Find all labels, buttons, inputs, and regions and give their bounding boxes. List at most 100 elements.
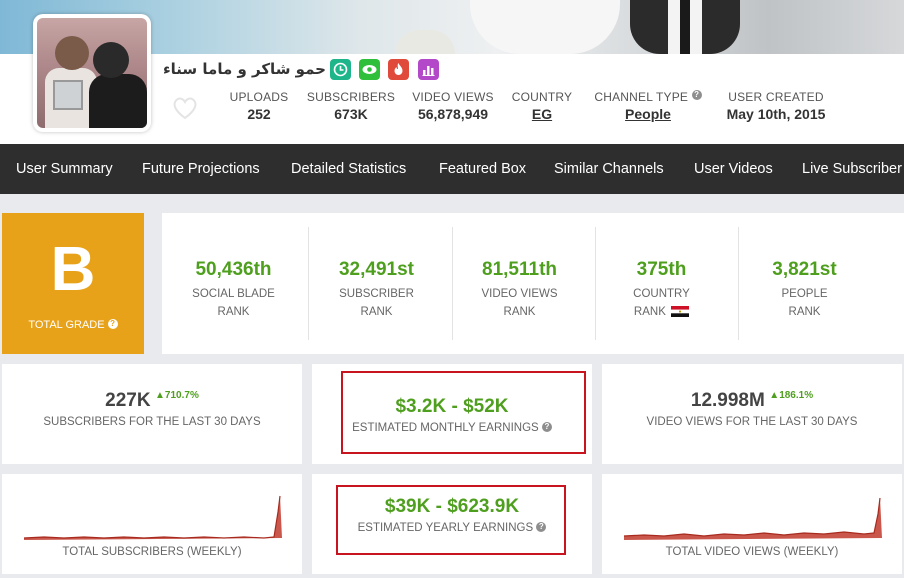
channel-type-stat: CHANNEL TYPE ? People (588, 90, 708, 122)
divider (452, 227, 453, 340)
bar-chart-icon[interactable] (418, 59, 439, 80)
clock-icon[interactable] (330, 59, 351, 80)
grade-letter: B (50, 235, 96, 304)
rank-label-line2: RANK (788, 306, 821, 318)
rank-value: 32,491st (338, 259, 414, 280)
heart-icon[interactable] (171, 95, 199, 121)
flame-icon[interactable] (388, 59, 409, 80)
rank-label: SUBSCRIBER RANK (305, 285, 448, 321)
banner-flowers (395, 30, 455, 54)
subs30-change: ▲710.7% (155, 390, 199, 401)
avatar-head-2 (93, 42, 129, 78)
play-button-plaque (53, 80, 83, 110)
video-views-stat: VIDEO VIEWS 56,878,949 (410, 90, 496, 122)
banner-tie (680, 0, 690, 54)
channel-type-label: CHANNEL TYPE (594, 90, 689, 104)
country-stat: COUNTRY EG (510, 90, 574, 122)
rank-value: 50,436th (195, 259, 272, 280)
video-views-rank: 81,511th VIDEO VIEWS RANK (448, 213, 591, 354)
nav-featured-box[interactable]: Featured Box (439, 161, 527, 177)
divider (738, 227, 739, 340)
yearly-earnings-label: ESTIMATED YEARLY EARNINGS (357, 522, 534, 534)
subs-weekly-label: TOTAL SUBSCRIBERS (WEEKLY) (62, 546, 242, 558)
monthly-label-row: ESTIMATED MONTHLY EARNINGS ? (312, 422, 592, 434)
social-blade-rank: 50,436th SOCIAL BLADE RANK (162, 213, 305, 354)
eye-icon[interactable] (359, 59, 380, 80)
subs30-change-text: 710.7% (164, 390, 199, 401)
yearly-value-row: $39K - $623.9K (312, 496, 592, 518)
help-icon[interactable]: ? (107, 319, 118, 329)
rank-label-line1: PEOPLE (781, 288, 828, 300)
avatar-figure-2 (89, 74, 147, 128)
total-views-weekly-card: TOTAL VIDEO VIEWS (WEEKLY) (602, 474, 902, 574)
subs30-value: 227K (105, 390, 151, 411)
rank-label-line2: RANK (217, 306, 250, 318)
views30-value: 12.998M (690, 390, 765, 411)
banner-dress (470, 0, 620, 54)
subscribers-stat: SUBSCRIBERS 673K (306, 90, 396, 122)
rank-label: COUNTRY RANK (590, 285, 733, 321)
subs30-value-row: 227K ▲710.7% (2, 390, 302, 412)
rank-value: 3,821st (772, 259, 837, 280)
help-icon[interactable]: ? (691, 90, 702, 100)
country-link[interactable]: EG (531, 106, 553, 122)
rank-value: 375th (636, 259, 687, 280)
avatar-photo (37, 18, 147, 128)
user-created-value: May 10th, 2015 (726, 106, 826, 122)
total-subscribers-weekly-card: TOTAL SUBSCRIBERS (WEEKLY) (2, 474, 302, 574)
views30-change-text: 186.1% (779, 390, 814, 401)
rank-label: VIDEO VIEWS RANK (448, 285, 591, 321)
subs30-label: SUBSCRIBERS FOR THE LAST 30 DAYS (43, 416, 261, 428)
nav-bar: User Summary Future Projections Detailed… (0, 144, 904, 194)
subscribers-sparkline (24, 495, 282, 540)
help-icon[interactable]: ? (536, 522, 547, 532)
yearly-earnings-highlight (336, 485, 566, 555)
grade-label-row: TOTAL GRADE ? (2, 319, 144, 331)
grade-label: TOTAL GRADE (28, 319, 105, 331)
nav-user-videos[interactable]: User Videos (694, 161, 773, 177)
views30-label: VIDEO VIEWS FOR THE LAST 30 DAYS (646, 416, 858, 428)
uploads-label: UPLOADS (229, 90, 289, 104)
channel-avatar[interactable] (33, 14, 151, 132)
subscriber-rank: 32,491st SUBSCRIBER RANK (305, 213, 448, 354)
rank-label: PEOPLE RANK (733, 285, 876, 321)
views30-change: ▲186.1% (769, 390, 813, 401)
views-weekly-label: TOTAL VIDEO VIEWS (WEEKLY) (665, 546, 839, 558)
nav-similar-channels[interactable]: Similar Channels (554, 161, 664, 177)
rank-label-line1: SOCIAL BLADE (192, 288, 275, 300)
rank-value: 81,511th (482, 259, 557, 280)
nav-live-subscriber[interactable]: Live Subscriber (802, 161, 902, 177)
help-icon[interactable]: ? (541, 422, 552, 432)
yearly-earnings-card: $39K - $623.9K ESTIMATED YEARLY EARNINGS… (312, 474, 592, 574)
video-views-value: 56,878,949 (417, 106, 489, 122)
yearly-label-row: ESTIMATED YEARLY EARNINGS ? (312, 522, 592, 534)
rank-label-line1: VIDEO VIEWS (481, 288, 558, 300)
user-created-label: USER CREATED (728, 90, 824, 104)
video-views-label: VIDEO VIEWS (412, 90, 494, 104)
channel-name: حمو شاكر و ماما سناء (163, 60, 326, 78)
nav-user-summary[interactable]: User Summary (16, 161, 113, 177)
total-grade-card: B TOTAL GRADE ? (2, 213, 144, 354)
rank-label-line1: COUNTRY (633, 288, 690, 300)
country-label: COUNTRY (511, 90, 573, 104)
divider (308, 227, 309, 340)
nav-future-projections[interactable]: Future Projections (142, 161, 260, 177)
views-sparkline (624, 497, 882, 540)
views-30-days-card: 12.998M ▲186.1% VIDEO VIEWS FOR THE LAST… (602, 364, 902, 464)
uploads-stat: UPLOADS 252 (228, 90, 290, 122)
monthly-value-row: $3.2K - $52K (312, 396, 592, 418)
rank-label-line2: RANK (360, 306, 393, 318)
subscribers-30-days-card: 227K ▲710.7% SUBSCRIBERS FOR THE LAST 30… (2, 364, 302, 464)
divider (595, 227, 596, 340)
up-arrow-icon: ▲ (155, 390, 165, 401)
subscribers-value: 673K (334, 106, 368, 122)
yearly-earnings-value: $39K - $623.9K (384, 496, 520, 517)
monthly-earnings-highlight (341, 371, 586, 454)
subscribers-label: SUBSCRIBERS (306, 90, 396, 104)
nav-detailed-statistics[interactable]: Detailed Statistics (291, 161, 407, 177)
monthly-earnings-label: ESTIMATED MONTHLY EARNINGS (352, 422, 539, 434)
channel-type-link[interactable]: People (625, 106, 671, 122)
country-rank: 375th COUNTRY RANK (590, 213, 733, 354)
up-arrow-icon: ▲ (769, 390, 780, 401)
channel-type-label-row: CHANNEL TYPE ? (588, 90, 708, 104)
